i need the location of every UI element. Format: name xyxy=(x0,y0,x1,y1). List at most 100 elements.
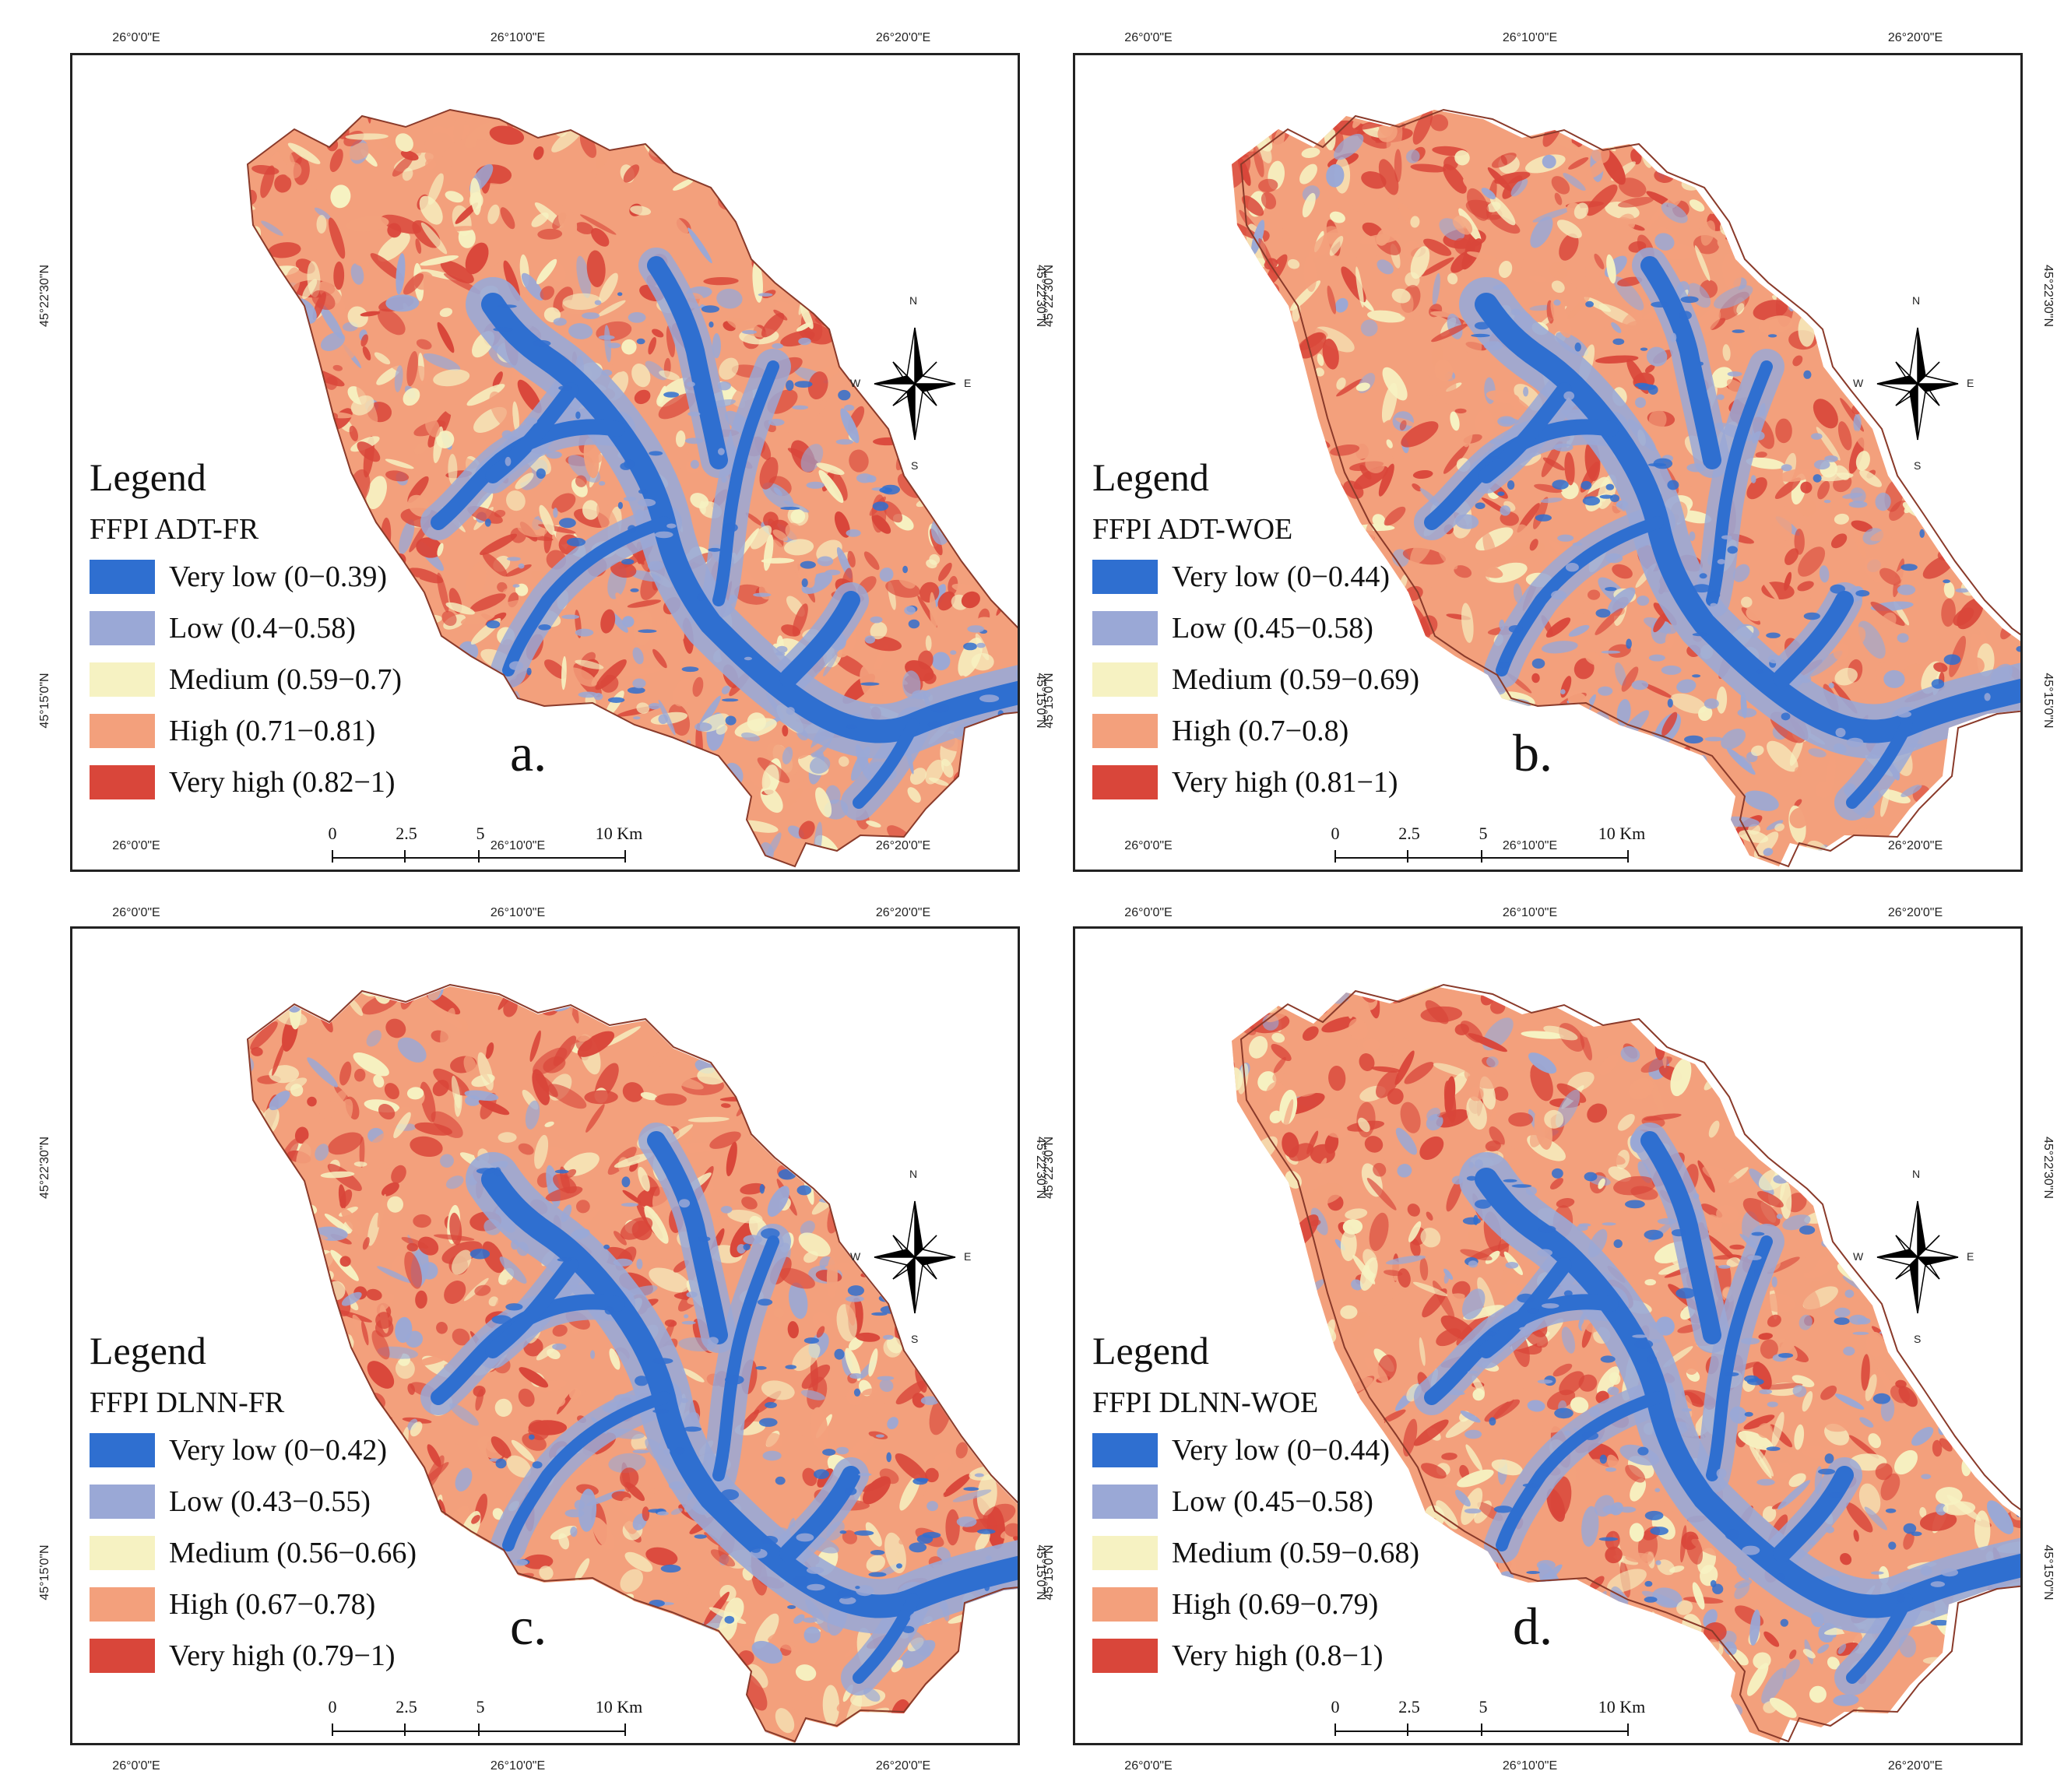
legend-item-label: High (0.69−0.79) xyxy=(1172,1588,1379,1621)
legend-item: Very high (0.82−1) xyxy=(90,757,402,808)
legend-item-label: Very high (0.79−1) xyxy=(169,1639,396,1672)
legend-swatch xyxy=(90,1639,155,1673)
legend-swatch xyxy=(90,1587,155,1622)
susceptibility-map xyxy=(246,983,1018,1743)
compass-w-label: W xyxy=(1853,1250,1864,1263)
legend-swatch xyxy=(90,662,155,697)
legend-swatch xyxy=(90,1433,155,1467)
basin-outline xyxy=(246,983,1018,1743)
scale-bar: 0 2.5 5 10 Km xyxy=(1331,1697,1645,1744)
map-panel-a: 26°0'0"E 26°10'0"E 26°20'0"E 26°0'0"E 26°10'… xyxy=(0,0,1047,887)
longitude-tick-top: 26°0'0"E xyxy=(112,906,160,919)
scale-bar-line xyxy=(332,850,626,863)
map-panel-b: 26°0'0"E 26°10'0"E 26°20'0"E 26°0'0"E 26°10'… xyxy=(1012,0,2064,887)
legend-index-name: FFPI ADT-FR xyxy=(90,513,259,546)
legend-swatch xyxy=(90,560,155,594)
scale-bar-label: 10 Km xyxy=(595,1697,643,1716)
map-frame xyxy=(70,53,1020,872)
legend-item-label: High (0.7−0.8) xyxy=(1172,715,1349,747)
map-panel-d: 26°0'0"E 26°10'0"E 26°20'0"E 26°0'0"E 26°10'… xyxy=(1012,872,2064,1792)
latitude-tick-left: 45°15'0"N xyxy=(38,1544,51,1601)
map-frame xyxy=(70,926,1020,1745)
legend-swatch xyxy=(90,714,155,748)
legend-swatch xyxy=(1092,1433,1158,1467)
legend-item-label: High (0.67−0.78) xyxy=(169,1588,376,1621)
legend-swatch xyxy=(90,1536,155,1570)
legend-item: Very low (0−0.39) xyxy=(90,551,402,603)
north-arrow-icon xyxy=(1876,1200,1959,1314)
legend-swatch xyxy=(90,611,155,645)
compass-s-label: S xyxy=(911,1333,919,1345)
legend-item-label: Very high (0.82−1) xyxy=(169,766,396,799)
compass-w-label: W xyxy=(850,377,861,389)
latitude-tick-right: 45°15'0"N xyxy=(2041,673,2055,729)
compass-s-label: S xyxy=(1914,1333,1922,1345)
longitude-tick-top: 26°20'0"E xyxy=(875,31,931,44)
basin-outline xyxy=(1239,983,2020,1743)
latitude-tick-left: 45°15'0"N xyxy=(1043,673,1056,729)
longitude-tick-top: 26°10'0"E xyxy=(1502,31,1558,44)
map-panel-c: 26°0'0"E 26°10'0"E 26°20'0"E 26°0'0"E 26°10'… xyxy=(0,872,1047,1792)
scale-bar-label: 2.5 xyxy=(1398,1697,1420,1716)
latitude-tick-right: 45°22'30"N xyxy=(2041,1136,2055,1200)
susceptibility-map xyxy=(246,108,1018,868)
longitude-tick-bottom: 26°0'0"E xyxy=(112,839,160,852)
legend-item: Medium (0.56−0.66) xyxy=(90,1527,417,1579)
longitude-tick-bottom: 26°20'0"E xyxy=(875,1759,931,1773)
susceptibility-map xyxy=(1232,983,2020,1743)
scale-bar-label: 0 xyxy=(1331,1697,1340,1716)
legend-item: Very high (0.79−1) xyxy=(90,1630,417,1681)
longitude-tick-top: 26°0'0"E xyxy=(1124,31,1173,44)
legend-item-label: Very low (0−0.39) xyxy=(169,560,387,593)
legend-item: Very low (0−0.44) xyxy=(1092,1425,1419,1476)
legend-classes: Very low (0−0.44) Low (0.45−0.58) Medium (… xyxy=(1092,551,1419,808)
legend-item: Low (0.45−0.58) xyxy=(1092,603,1419,654)
legend-item: Medium (0.59−0.68) xyxy=(1092,1527,1419,1579)
panel-label: d. xyxy=(1513,1597,1552,1656)
legend-item: Very low (0−0.44) xyxy=(1092,551,1419,603)
legend-swatch xyxy=(90,1485,155,1519)
longitude-tick-top: 26°20'0"E xyxy=(1887,906,1943,919)
compass-rose: N S E W xyxy=(1853,1168,1974,1345)
legend-index-name: FFPI ADT-WOE xyxy=(1092,513,1293,546)
map-frame xyxy=(1073,926,2023,1745)
legend-swatch xyxy=(1092,560,1158,594)
legend: Legend FFPI ADT-FR Very low (0−0.39) Low (0… xyxy=(90,458,402,808)
legend-item: High (0.71−0.81) xyxy=(90,705,402,757)
scale-bar-label: 0 xyxy=(328,824,337,843)
legend-item: Very high (0.8−1) xyxy=(1092,1630,1419,1681)
longitude-tick-bottom: 26°10'0"E xyxy=(1502,1759,1558,1773)
scale-bar-line xyxy=(1334,850,1629,863)
legend-item-label: Very low (0−0.44) xyxy=(1172,1434,1390,1467)
legend-swatch xyxy=(1092,662,1158,697)
legend-item-label: Low (0.45−0.58) xyxy=(1172,1485,1373,1518)
longitude-tick-bottom: 26°10'0"E xyxy=(490,839,546,852)
legend-item-label: Low (0.45−0.58) xyxy=(1172,612,1373,645)
legend-item: Very low (0−0.42) xyxy=(90,1425,417,1476)
legend-classes: Very low (0−0.44) Low (0.45−0.58) Medium (… xyxy=(1092,1425,1419,1681)
legend-swatch xyxy=(1092,1639,1158,1673)
legend-classes: Very low (0−0.39) Low (0.4−0.58) Medium (0… xyxy=(90,551,402,808)
legend-title: Legend xyxy=(1092,1329,1209,1372)
compass-w-label: W xyxy=(850,1250,861,1263)
scale-bar-line xyxy=(1334,1723,1629,1736)
legend-item: Low (0.43−0.55) xyxy=(90,1476,417,1527)
longitude-tick-bottom: 26°20'0"E xyxy=(1887,1759,1943,1773)
scale-bar-label: 10 Km xyxy=(595,824,643,843)
longitude-tick-bottom: 26°0'0"E xyxy=(1124,1759,1173,1773)
legend-swatch xyxy=(1092,1587,1158,1622)
legend-index-name: FFPI DLNN-WOE xyxy=(1092,1386,1319,1419)
legend: Legend FFPI DLNN-FR Very low (0−0.42) Low (… xyxy=(90,1331,417,1681)
legend-item-label: Medium (0.59−0.7) xyxy=(169,663,403,696)
legend-index-name: FFPI DLNN-FR xyxy=(90,1386,285,1419)
scale-bar: 0 2.5 5 10 Km xyxy=(1331,824,1645,870)
legend-item-label: Medium (0.59−0.69) xyxy=(1172,663,1420,696)
legend-item-label: Very high (0.81−1) xyxy=(1172,766,1398,799)
latitude-tick-right: 45°22'30"N xyxy=(2041,264,2055,328)
compass-e-label: E xyxy=(1967,1250,1974,1263)
longitude-tick-top: 26°0'0"E xyxy=(1124,906,1173,919)
panel-label: b. xyxy=(1513,723,1552,782)
longitude-tick-bottom: 26°0'0"E xyxy=(112,1759,160,1773)
north-arrow-icon xyxy=(874,1200,956,1314)
longitude-tick-bottom: 26°10'0"E xyxy=(490,1759,546,1773)
